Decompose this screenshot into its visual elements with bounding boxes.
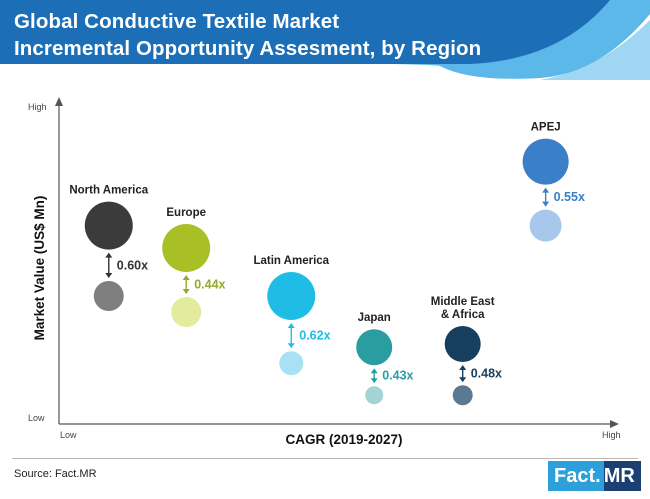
bubble-small-europe (171, 297, 202, 327)
header-background (0, 0, 650, 80)
growth-arrow-head-up-middle-east-africa (459, 365, 467, 370)
bubble-large-europe (162, 224, 211, 272)
region-group-latin-america: 0.62x Latin America (253, 255, 331, 376)
multiplier-label-japan: 0.43x (382, 369, 413, 383)
growth-arrow-head-up-europe (182, 275, 190, 280)
header-banner: Global Conductive Textile Market Increme… (0, 0, 650, 80)
region-label-line: APEJ (531, 122, 561, 134)
axes (55, 97, 619, 428)
region-group-japan: 0.43x Japan (356, 312, 414, 405)
multiplier-label-europe: 0.44x (194, 278, 225, 292)
x-axis-low-label: Low (60, 430, 77, 440)
growth-arrow-head-down-apej (542, 201, 550, 207)
chart-title-line-2: Incremental Opportunity Assesment, by Re… (14, 37, 482, 60)
logo-part-mr: MR (603, 461, 641, 491)
region-group-north-america: 0.60x North America (69, 185, 149, 311)
x-axis-high-label: High (602, 430, 621, 440)
region-label-europe: Europe (166, 207, 206, 219)
bubble-small-japan (365, 386, 384, 405)
region-group-middle-east-africa: 0.48x Middle East & Africa (431, 296, 502, 406)
bubble-small-north-america (93, 281, 124, 311)
growth-arrow-head-up-latin-america (287, 323, 295, 328)
region-group-apej: 0.55x APEJ (522, 122, 585, 242)
region-label-north-america: North America (69, 185, 148, 197)
growth-arrow-head-down-latin-america (287, 343, 295, 349)
bubble-large-north-america (84, 201, 133, 250)
bubble-large-japan (356, 329, 393, 366)
region-label-latin-america: Latin America (253, 255, 329, 267)
y-axis-low-label: Low (28, 413, 45, 423)
region-label-middle-east-africa: Middle East & Africa (431, 296, 495, 321)
y-axis-title: Market Value (US$ Mn) (32, 196, 47, 341)
growth-arrow-head-down-north-america (105, 273, 113, 278)
growth-arrow-head-up-japan (370, 368, 378, 374)
fact-mr-logo: Fact. MR (548, 461, 641, 491)
region-label-japan: Japan (358, 312, 391, 324)
chart-title-line-1: Global Conductive Textile Market (14, 10, 340, 33)
footer-divider (12, 458, 638, 459)
multiplier-label-middle-east-africa: 0.48x (471, 367, 502, 381)
x-axis-arrowhead (610, 420, 619, 428)
growth-arrow-head-up-north-america (105, 252, 113, 258)
bubble-small-apej (529, 209, 562, 242)
growth-arrow-head-down-japan (370, 378, 378, 384)
chart-marks: 0.60x North America 0.44x Europe 0.62x Latin … (69, 122, 585, 406)
growth-arrow-head-down-middle-east-africa (459, 377, 467, 383)
region-label-apej: APEJ (531, 122, 561, 134)
header-main-band (0, 0, 610, 64)
region-label-line: Japan (358, 312, 391, 324)
growth-arrow-head-down-europe (182, 289, 190, 294)
bubble-small-latin-america (279, 351, 304, 376)
bubble-large-apej (522, 138, 569, 185)
source-note: Source: Fact.MR (14, 468, 97, 480)
chart-title: Global Conductive Textile Market Increme… (14, 8, 514, 62)
region-label-line: & Africa (441, 309, 485, 321)
x-axis-title: CAGR (2019-2027) (285, 432, 402, 447)
growth-arrow-head-up-apej (542, 187, 550, 193)
header-pale-wave (540, 20, 650, 80)
multiplier-label-apej: 0.55x (554, 190, 585, 204)
region-label-line: Europe (166, 207, 206, 219)
region-label-line: North America (69, 185, 148, 197)
multiplier-label-latin-america: 0.62x (299, 329, 330, 343)
multiplier-label-north-america: 0.60x (117, 258, 148, 272)
logo-part-fact: Fact. (548, 461, 604, 491)
bubble-small-middle-east-africa (452, 385, 473, 406)
bubble-large-middle-east-africa (444, 326, 481, 362)
y-axis-arrowhead (55, 97, 63, 106)
region-label-line: Latin America (253, 255, 329, 267)
bubble-large-latin-america (267, 272, 316, 320)
region-group-europe: 0.44x Europe (162, 207, 226, 327)
y-axis-high-label: High (28, 102, 47, 112)
region-label-line: Middle East (431, 296, 495, 308)
